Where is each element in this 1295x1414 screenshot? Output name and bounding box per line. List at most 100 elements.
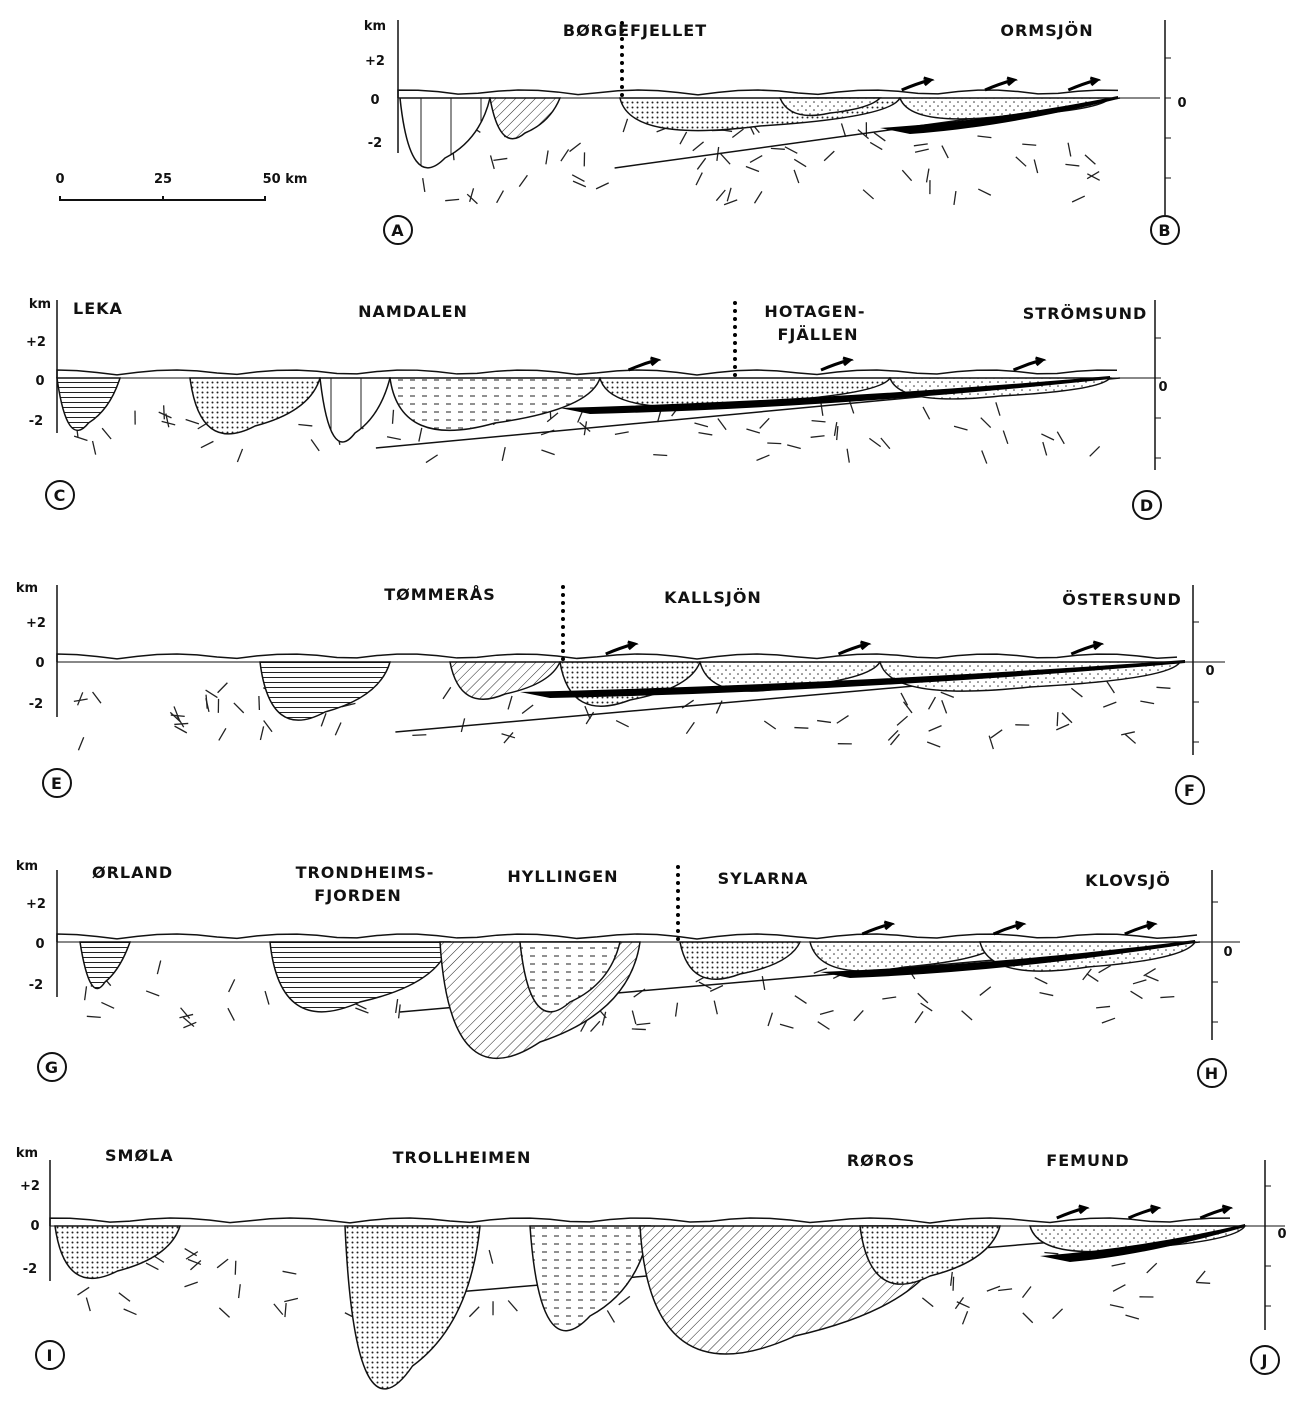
basement-mark: [914, 148, 929, 153]
y-tick-label: 0: [35, 937, 44, 952]
basement-mark: [961, 1010, 973, 1021]
basement-mark: [692, 141, 705, 152]
basement-mark: [869, 141, 883, 151]
y-tick-label: +2: [26, 897, 46, 912]
basement-mark: [618, 1295, 631, 1306]
section-end-label: H: [1205, 1064, 1219, 1083]
topography: [56, 933, 1198, 942]
border-marker: [676, 873, 680, 877]
section-end-marker: [1132, 490, 1162, 520]
basement-mark: [820, 401, 824, 416]
basement-mark: [913, 143, 928, 147]
border-marker: [620, 85, 624, 89]
place-name: TROLLHEIMEN: [393, 1148, 532, 1167]
place-name: SMØLA: [105, 1146, 174, 1165]
section-end-label: G: [45, 1058, 59, 1077]
basement-mark: [1071, 195, 1086, 203]
border-marker: [676, 865, 680, 869]
basement-mark: [545, 150, 549, 165]
section-end-label: D: [1140, 496, 1154, 515]
basement-mark: [784, 146, 798, 154]
rock-unit: [319, 377, 391, 443]
place-name: FJORDEN: [314, 886, 401, 905]
basement-mark: [1140, 700, 1155, 705]
basement-mark: [185, 418, 200, 425]
border-marker: [561, 617, 565, 621]
basement-mark: [469, 188, 475, 202]
border-marker: [561, 585, 565, 589]
rock-unit: [679, 941, 802, 980]
basement-mark: [1096, 1005, 1111, 1009]
basement-mark: [925, 168, 930, 183]
border-marker: [620, 45, 624, 49]
axis-unit: km: [16, 859, 38, 874]
rock-unit: [529, 1225, 651, 1332]
basement-mark: [1042, 441, 1048, 456]
border-marker: [561, 593, 565, 597]
basement-mark: [190, 1260, 202, 1271]
place-name: STRÖMSUND: [1023, 304, 1147, 323]
basement-mark: [298, 423, 313, 427]
basement-mark: [715, 189, 726, 202]
basement-mark: [882, 996, 897, 1000]
border-marker: [561, 649, 565, 653]
basement-mark: [961, 1311, 969, 1325]
section-end-marker: [37, 1052, 67, 1082]
axis-unit: km: [16, 581, 38, 596]
basement-mark: [355, 1007, 369, 1014]
border-marker: [733, 365, 737, 369]
basement-mark: [723, 199, 738, 206]
basement-mark: [1089, 445, 1101, 457]
basement-mark: [622, 118, 629, 133]
section-end-marker: [42, 768, 72, 798]
basement-mark: [182, 1017, 195, 1028]
place-name: ORMSJÖN: [1000, 21, 1093, 40]
basement-mark: [1065, 163, 1080, 167]
basement-mark: [995, 402, 1001, 416]
basement-mark: [1052, 1308, 1064, 1320]
basement-mark: [1056, 723, 1070, 731]
border-marker: [676, 889, 680, 893]
basement-mark: [1056, 712, 1059, 727]
basement-mark: [217, 682, 228, 694]
basement-mark: [1033, 159, 1039, 174]
basement-mark: [1111, 1262, 1126, 1267]
basement-mark: [949, 1271, 953, 1286]
basement-mark: [767, 442, 782, 445]
basement-mark: [595, 182, 609, 190]
basement-mark: [793, 169, 800, 184]
basement-mark: [1015, 156, 1027, 167]
basement-mark: [273, 1303, 284, 1316]
basement-mark: [1106, 680, 1115, 694]
basement-mark: [810, 435, 825, 438]
axis-unit: km: [364, 19, 386, 34]
place-name: HYLLINGEN: [507, 867, 618, 886]
border-marker: [620, 77, 624, 81]
basement-mark: [170, 714, 185, 717]
scale-line: [59, 196, 266, 201]
basement-mark: [391, 409, 395, 424]
border-marker: [733, 317, 737, 321]
basement-mark: [980, 417, 992, 429]
section: km +2 0 -2 0 LEKA NAMDALEN HOTAGEN- FJÄLLEN STRÖM…: [26, 297, 1168, 520]
basement-mark: [179, 1013, 194, 1019]
basement-mark: [73, 698, 88, 703]
basement-mark: [873, 132, 886, 142]
scale-label: 0: [55, 172, 64, 187]
basement-mark: [990, 729, 1003, 739]
border-marker: [620, 37, 624, 41]
basement-mark: [264, 990, 270, 1005]
basement-mark: [174, 725, 188, 734]
basement-mark: [759, 417, 770, 429]
basement-mark: [756, 454, 770, 462]
basement-mark: [779, 1023, 794, 1029]
basement-mark: [914, 1011, 924, 1024]
rock-unit: [79, 941, 132, 990]
basement-mark: [442, 686, 452, 700]
movement-arrow: [820, 356, 855, 372]
basement-mark: [606, 1310, 616, 1323]
border-marker: [676, 929, 680, 933]
rock-unit: [859, 1225, 1001, 1285]
section-end-label: B: [1158, 221, 1171, 240]
